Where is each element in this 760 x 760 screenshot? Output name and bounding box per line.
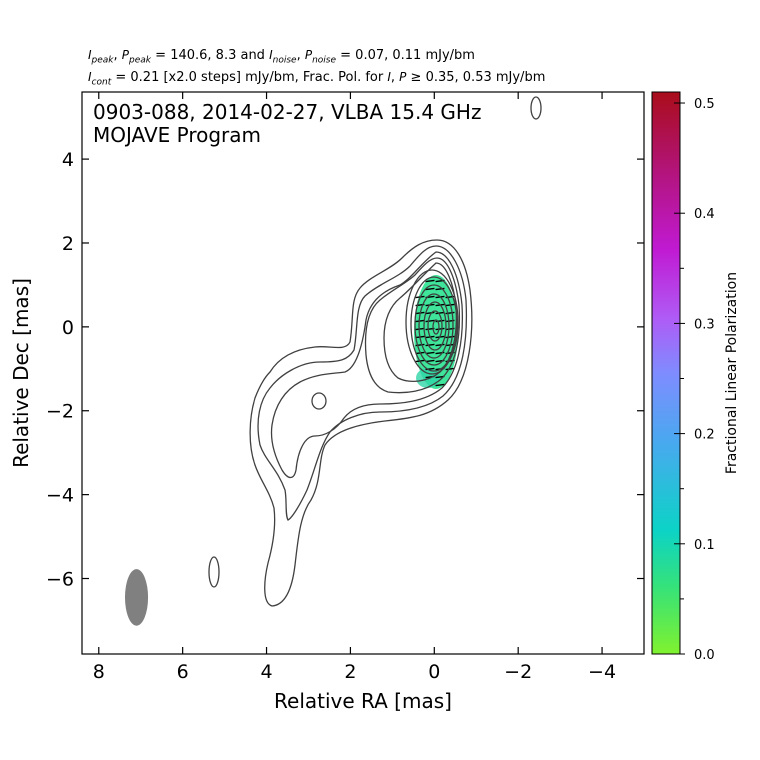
evpa-vector <box>415 319 425 323</box>
contour-10 <box>423 301 447 351</box>
evpa-vector <box>415 327 425 331</box>
evpa-vector <box>445 367 455 371</box>
x-tick-label: 4 <box>260 661 272 683</box>
colorbar-ticks: 0.0 0.1 0.2 0.3 0.4 0.5 <box>674 97 715 663</box>
colorbar-tick-label: 0.5 <box>694 97 715 112</box>
contour-7 <box>410 276 458 372</box>
annotation-line-1: 0903-088, 2014-02-27, VLBA 15.4 GHz <box>93 100 481 124</box>
header-line-2: Icont = 0.21 [x2.0 steps] mJy/bm, Frac. … <box>88 70 546 88</box>
axis-ticks: 8 6 4 2 0 −2 −4 4 2 0 −2 −4 −6 <box>46 92 644 683</box>
beam-ellipse <box>124 569 149 626</box>
y-tick-label: −4 <box>46 485 74 507</box>
evpa-vector <box>425 311 435 315</box>
evpa-vector <box>435 327 445 331</box>
contour-jet-knot <box>311 392 327 410</box>
contour-isolated-sw <box>208 556 220 588</box>
y-axis-label: Relative Dec [mas] <box>9 278 33 468</box>
colorbar-label: Fractional Linear Polarization <box>724 272 740 474</box>
evpa-vector <box>425 343 435 347</box>
evpa-vector <box>425 287 435 291</box>
contour-map <box>124 96 542 626</box>
contour-isolated-ne <box>530 96 542 120</box>
evpa-vector <box>445 311 455 315</box>
header-I-cont: Icont <box>88 70 112 88</box>
contour-8 <box>414 284 454 366</box>
colorbar-tick-label: 0.2 <box>694 428 715 443</box>
contour-outer <box>249 239 473 607</box>
evpa-vector <box>425 351 435 355</box>
header-line-1: Ipeak, Ppeak = 140.6, 8.3 and Inoise, Pn… <box>88 48 475 66</box>
y-tick-label: −6 <box>46 569 74 591</box>
header-I-peak: Ipeak <box>88 48 114 66</box>
evpa-vector <box>445 335 455 339</box>
plot-frame <box>81 91 645 655</box>
y-tick-label: 0 <box>62 317 74 339</box>
polarization-region-low-edge <box>416 368 440 388</box>
header-P-noise: Pnoise <box>304 48 337 66</box>
x-tick-label: 2 <box>344 661 356 683</box>
intensity-contours <box>208 96 542 607</box>
evpa-vector <box>435 383 445 387</box>
contour-4 <box>364 257 461 394</box>
y-tick-label: −2 <box>46 401 74 423</box>
colorbar-tick-label: 0.0 <box>694 648 715 663</box>
colorbar-tick-label: 0.3 <box>694 317 715 332</box>
colorbar-tick-label: 0.4 <box>694 207 715 222</box>
x-tick-label: −2 <box>504 661 532 683</box>
evpa-vector <box>425 359 435 363</box>
y-tick-label: 4 <box>62 149 74 171</box>
contour-3 <box>270 251 464 479</box>
y-tick-label: 2 <box>62 233 74 255</box>
x-tick-label: 8 <box>93 661 105 683</box>
x-tick-label: 0 <box>428 661 440 683</box>
colorbar-tick-label: 0.1 <box>694 538 715 553</box>
evpa-vector <box>435 287 445 291</box>
evpa-vector <box>425 319 435 323</box>
contour-12 <box>432 319 440 335</box>
evpa-vector <box>435 311 445 315</box>
header-I-noise: Inoise <box>269 48 297 66</box>
contour-9 <box>418 293 450 359</box>
x-tick-label: 6 <box>177 661 189 683</box>
evpa-vector <box>435 319 445 323</box>
evpa-vector <box>435 343 445 347</box>
colorbar <box>651 91 681 655</box>
evpa-vector <box>425 279 435 283</box>
annotation-line-2: MOJAVE Program <box>93 123 261 147</box>
contour-2 <box>257 245 468 521</box>
x-axis-label: Relative RA [mas] <box>274 689 452 713</box>
header-P-peak: Ppeak <box>121 48 152 66</box>
contour-6 <box>405 269 459 375</box>
x-tick-label: −4 <box>588 661 616 683</box>
contour-11 <box>427 310 443 342</box>
